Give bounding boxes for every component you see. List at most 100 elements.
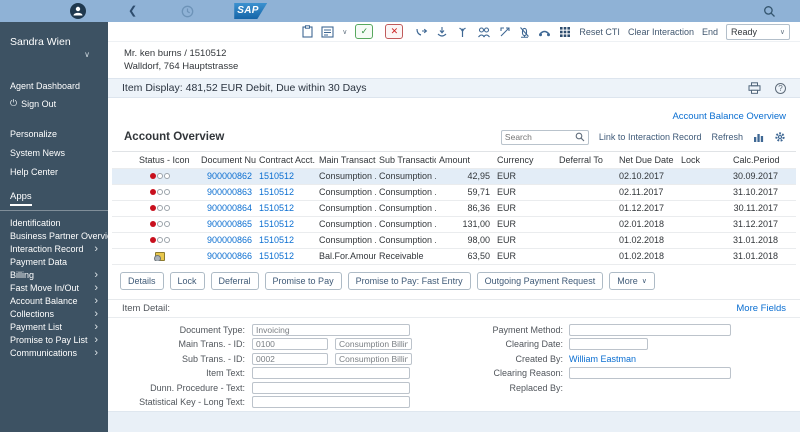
- sidebar-item-business-partner-overview[interactable]: Business Partner Overview: [10, 231, 119, 241]
- contract-account-link[interactable]: 1510512: [259, 171, 295, 182]
- clipboard-icon[interactable]: [302, 25, 313, 38]
- table-header-row: Status - Icon Document Num... Contract A…: [112, 152, 796, 169]
- col-lock[interactable]: Lock: [681, 154, 701, 165]
- table-row[interactable]: 900000862 1510512 Consumption ... Consum…: [112, 168, 796, 185]
- sub-trans-id-field[interactable]: [252, 352, 328, 365]
- back-chevron-icon[interactable]: ❮: [128, 4, 138, 17]
- link-to-interaction-record-button[interactable]: Link to Interaction Record: [598, 132, 702, 143]
- end-button[interactable]: End: [701, 26, 718, 37]
- main-trans-id-field[interactable]: [252, 338, 328, 351]
- printer-icon[interactable]: [748, 82, 761, 94]
- sidebar-item-sign-out[interactable]: ⏻ Sign Out: [10, 98, 57, 109]
- col-sub-trans[interactable]: Sub Transaction...: [379, 154, 436, 165]
- hold-call-icon[interactable]: [436, 26, 448, 38]
- col-main-trans[interactable]: Main Transactio...: [319, 154, 376, 165]
- clearing-reason-field[interactable]: [569, 367, 731, 380]
- clear-interaction-button[interactable]: Clear Interaction: [627, 26, 694, 37]
- promise-to-pay-fast-entry-button[interactable]: Promise to Pay: Fast Entry: [347, 271, 471, 290]
- item-text-field[interactable]: [252, 367, 410, 380]
- warm-transfer-icon[interactable]: [415, 26, 428, 38]
- scratch-pad-chevron-icon[interactable]: ∨: [342, 28, 348, 36]
- chart-export-icon[interactable]: [753, 132, 764, 143]
- deflect-call-icon[interactable]: [499, 26, 511, 38]
- sidebar-item-billing[interactable]: Billing: [0, 269, 108, 282]
- contract-account-link[interactable]: 1510512: [259, 251, 295, 262]
- table-search-input[interactable]: [504, 132, 575, 143]
- agent-avatar-icon[interactable]: [70, 3, 86, 19]
- collapse-chevron-icon[interactable]: [0, 50, 108, 62]
- more-button[interactable]: More: [609, 271, 655, 290]
- table-row[interactable]: 900000863 1510512 Consumption ... Consum…: [112, 185, 796, 201]
- handset-icon[interactable]: [538, 26, 551, 38]
- sidebar-item-account-balance[interactable]: Account Balance: [0, 295, 108, 308]
- table-row[interactable]: 900000864 1510512 Consumption ... Consum…: [112, 201, 796, 217]
- contract-account-link[interactable]: 1510512: [259, 203, 295, 214]
- sidebar-item-help-center[interactable]: Help Center: [10, 167, 59, 177]
- table-row[interactable]: 900000865 1510512 Consumption ... Consum…: [112, 217, 796, 233]
- payment-method-field[interactable]: [569, 323, 731, 336]
- global-search-icon[interactable]: [763, 5, 776, 18]
- sidebar-item-payment-data[interactable]: Payment Data: [10, 257, 68, 267]
- document-type-field[interactable]: [252, 323, 410, 336]
- contract-account-link[interactable]: 1510512: [259, 219, 295, 230]
- document-number-link[interactable]: 900000866: [206, 235, 252, 246]
- refresh-button[interactable]: Refresh: [711, 132, 743, 143]
- contract-account-link[interactable]: 1510512: [259, 187, 295, 198]
- agent-status-select[interactable]: Ready: [726, 23, 790, 40]
- mute-icon[interactable]: [519, 26, 530, 38]
- col-contract[interactable]: Contract Acct. ID: [259, 154, 316, 165]
- sidebar-item-fast-move-in-out[interactable]: Fast Move In/Out: [0, 282, 108, 295]
- table-row[interactable]: 900000866 1510512 Consumption ... Consum…: [112, 233, 796, 249]
- created-by-link[interactable]: William Eastman: [569, 353, 637, 364]
- sidebar-item-identification[interactable]: Identification: [10, 218, 61, 228]
- lock-button[interactable]: Lock: [169, 271, 205, 290]
- sidebar-item-payment-list[interactable]: Payment List: [0, 321, 108, 334]
- document-number-link[interactable]: 900000863: [206, 187, 252, 198]
- account-balance-overview-link[interactable]: Account Balance Overview: [672, 110, 786, 122]
- table-row[interactable]: 900000866 1510512 Bal.For.Amoun... Recei…: [112, 249, 796, 265]
- contract-account-link[interactable]: 1510512: [259, 235, 295, 246]
- col-document[interactable]: Document Num...: [201, 154, 256, 165]
- sidebar-item-personalize[interactable]: Personalize: [10, 129, 58, 139]
- reset-cti-button[interactable]: Reset CTI: [579, 26, 620, 37]
- promise-to-pay-button[interactable]: Promise to Pay: [264, 271, 342, 290]
- help-icon[interactable]: [775, 82, 786, 94]
- sidebar-item-collections[interactable]: Collections: [0, 308, 108, 321]
- deferral-button[interactable]: Deferral: [210, 271, 259, 290]
- details-button[interactable]: Details: [120, 271, 164, 290]
- sub-trans-desc-field[interactable]: [335, 352, 412, 365]
- sidebar-item-system-news[interactable]: System News: [10, 148, 66, 158]
- dialpad-grid-icon[interactable]: [559, 26, 571, 38]
- customer-address: Walldorf, 764 Hauptstrasse: [124, 61, 239, 73]
- clearing-date-field[interactable]: [569, 338, 648, 351]
- col-currency[interactable]: Currency: [497, 154, 534, 165]
- status-traffic-light-icon: [150, 189, 170, 196]
- col-status[interactable]: Status - Icon: [139, 154, 190, 165]
- document-number-link[interactable]: 900000862: [206, 171, 252, 182]
- broadcast-icon[interactable]: [456, 26, 469, 38]
- col-net-due[interactable]: Net Due Date: [619, 154, 674, 165]
- settings-gear-icon[interactable]: [774, 131, 786, 143]
- main-trans-desc-field[interactable]: [335, 338, 412, 351]
- sidebar-item-interaction-record[interactable]: Interaction Record: [0, 243, 108, 256]
- conference-icon[interactable]: [477, 26, 491, 38]
- sidebar-item-agent-dashboard[interactable]: Agent Dashboard: [10, 81, 81, 91]
- more-fields-link[interactable]: More Fields: [736, 302, 786, 314]
- dunn-procedure-field[interactable]: [252, 381, 410, 394]
- document-number-link[interactable]: 900000864: [206, 203, 252, 214]
- history-clock-icon[interactable]: [181, 5, 194, 18]
- reject-call-button[interactable]: ✕: [385, 24, 404, 40]
- sidebar-item-promise-to-pay-list[interactable]: Promise to Pay List: [0, 334, 108, 347]
- document-number-link[interactable]: 900000865: [206, 219, 252, 230]
- col-calc-period[interactable]: Calc.Period: [733, 154, 780, 165]
- sidebar-item-communications[interactable]: Communications: [0, 347, 108, 360]
- table-search-box[interactable]: [500, 129, 589, 145]
- statistical-key-field[interactable]: [252, 396, 410, 409]
- chevron-right-icon: [94, 269, 98, 282]
- col-amount[interactable]: Amount: [439, 154, 471, 165]
- col-deferral[interactable]: Deferral To: [559, 154, 603, 165]
- outgoing-payment-request-button[interactable]: Outgoing Payment Request: [476, 271, 604, 290]
- scratch-pad-icon[interactable]: [321, 26, 334, 38]
- accept-call-button[interactable]: ✓: [355, 24, 374, 40]
- document-number-link[interactable]: 900000866: [206, 251, 252, 262]
